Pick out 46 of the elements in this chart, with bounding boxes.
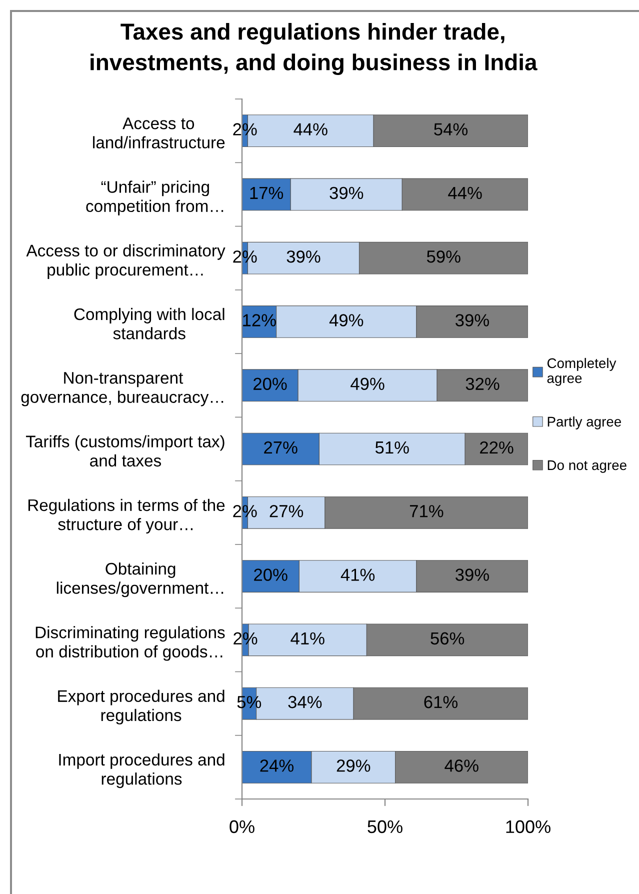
- data-label: 44%: [294, 123, 328, 136]
- data-label: 71%: [410, 505, 444, 518]
- data-label: 27%: [270, 505, 304, 518]
- data-label: 41%: [290, 632, 324, 644]
- y-tick-label: Discriminating regulations on distribution of goods…: [36, 626, 225, 661]
- data-label: 39%: [286, 250, 320, 263]
- y-tick-label: Access to or discriminatory public procurement…: [26, 244, 226, 279]
- data-label: 12%: [243, 314, 276, 326]
- data-label: 20%: [254, 378, 287, 390]
- legend-label: Partly agree: [548, 416, 622, 430]
- x-tick-label: 100%: [506, 820, 550, 834]
- y-tick-label: Import procedures and regulations: [59, 753, 224, 788]
- y-tick-label: Regulations in terms of the structure of your…: [28, 498, 225, 534]
- y-tick-label: Non-transparent governance, bureaucracy…: [21, 372, 224, 406]
- data-label: 56%: [430, 632, 464, 645]
- chart-title: Taxes and regulations hinder trade, investments, and doing business in India: [90, 22, 538, 76]
- legend-label: Do not agree: [548, 460, 626, 473]
- data-label: 29%: [336, 760, 370, 772]
- legend-label: Completely agree: [547, 358, 616, 386]
- data-label: 54%: [434, 123, 468, 136]
- data-label: 46%: [444, 760, 478, 772]
- y-tick-label: Complying with local standards: [74, 308, 224, 340]
- data-label: 41%: [340, 568, 375, 581]
- y-tick-label: Tariffs (customs/import tax) and taxes: [26, 435, 224, 467]
- y-tick-label: Access to land/infrastructure: [93, 118, 225, 148]
- data-label: 59%: [426, 250, 460, 263]
- y-tick-label: “Unfair” pricing competition from…: [86, 180, 224, 216]
- x-tick-label: 0%: [230, 820, 254, 834]
- data-label: 17%: [250, 186, 284, 200]
- data-label: 24%: [260, 760, 294, 772]
- data-label: 34%: [288, 696, 322, 708]
- data-label: 39%: [456, 314, 489, 326]
- data-label: 27%: [264, 441, 298, 454]
- data-label: 39%: [330, 186, 364, 200]
- data-label: 22%: [480, 441, 514, 454]
- data-label: 49%: [329, 314, 364, 326]
- data-label: 39%: [456, 568, 489, 581]
- data-label: 20%: [254, 568, 288, 581]
- data-label: 32%: [466, 378, 500, 390]
- data-label: 61%: [424, 696, 458, 708]
- data-label: 44%: [448, 186, 482, 200]
- y-tick-label: Obtaining licenses/government…: [56, 562, 224, 598]
- x-tick-label: 50%: [368, 820, 402, 834]
- data-label: 51%: [375, 441, 409, 454]
- y-tick-label: Export procedures and regulations: [58, 690, 224, 724]
- data-label: 49%: [350, 378, 384, 390]
